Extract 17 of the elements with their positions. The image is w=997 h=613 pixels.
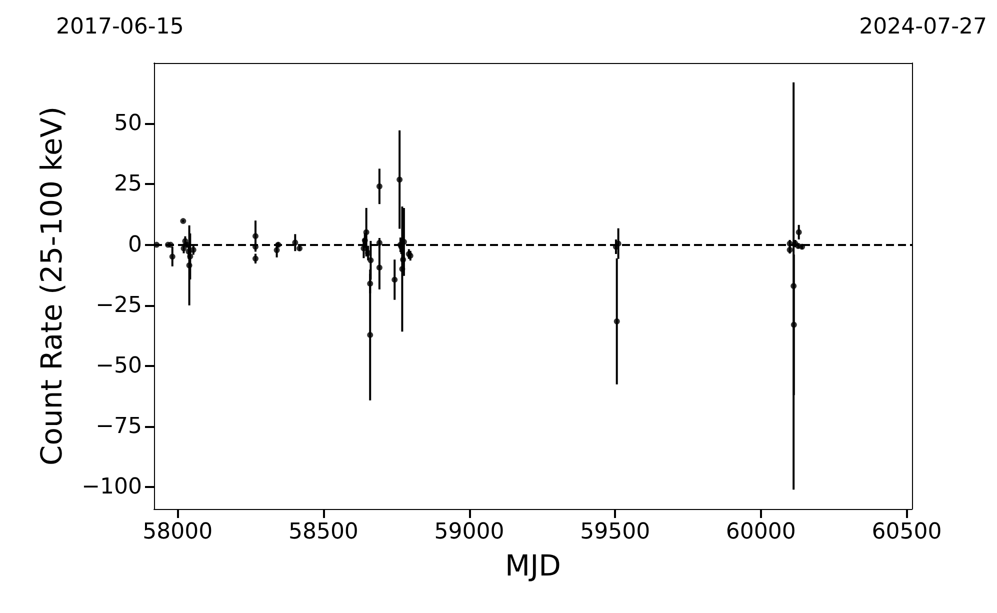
x-tick-label: 59000 [434,520,504,544]
y-tick-label: 50 [114,111,142,136]
y-tick-label: 0 [128,232,142,258]
text: 2017-06-15 [56,14,184,40]
x-tick-label: 59500 [580,520,650,544]
text: 2024-07-27 [859,14,988,40]
y-tick-label: −75 [96,414,142,440]
x-axis-title: MJD [505,548,561,582]
y-tick-label: −50 [96,353,142,378]
x-tick-label: 58500 [288,520,358,544]
y-tick-label: −100 [82,474,142,500]
y-tick-label: 25 [114,172,142,197]
x-tick-label: 58000 [142,520,213,544]
y-axis-title: Count Rate (25-100 keV) [34,106,68,466]
x-tick-label: 60000 [726,520,796,544]
x-tick-label: 60500 [872,520,942,544]
y-tick-label: −25 [96,292,142,318]
